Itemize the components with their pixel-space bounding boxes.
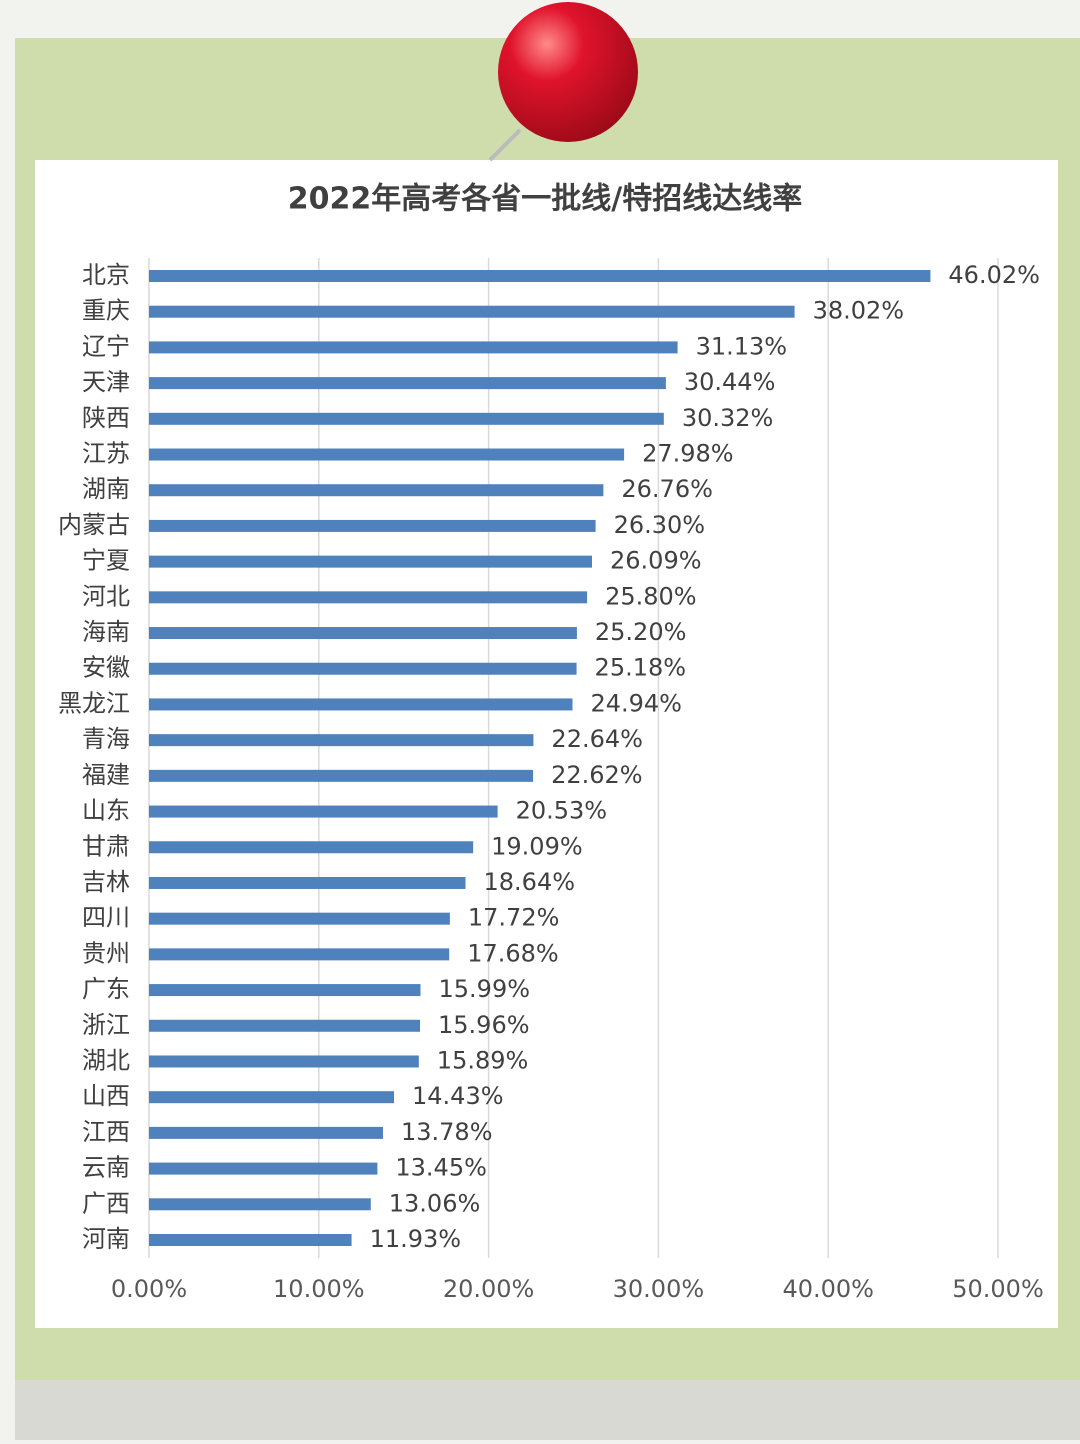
bar xyxy=(149,769,534,782)
bar xyxy=(149,698,573,711)
y-tick-label: 安徽 xyxy=(82,654,130,682)
value-label: 15.96% xyxy=(438,1011,530,1039)
y-tick-label: 浙江 xyxy=(82,1011,130,1039)
value-label: 22.64% xyxy=(551,725,643,753)
y-tick-label: 黑龙江 xyxy=(58,689,130,717)
y-tick-label: 福建 xyxy=(82,761,130,789)
y-tick-label: 辽宁 xyxy=(82,332,130,360)
bar xyxy=(149,377,666,390)
value-label: 17.72% xyxy=(468,904,560,932)
value-label: 26.09% xyxy=(610,547,702,575)
value-label: 15.89% xyxy=(437,1046,529,1074)
bar xyxy=(149,270,931,282)
y-tick-label: 天津 xyxy=(82,368,130,396)
value-label: 14.43% xyxy=(412,1082,504,1110)
value-label: 26.30% xyxy=(614,511,706,539)
value-label: 13.06% xyxy=(389,1189,481,1217)
value-label: 25.20% xyxy=(595,618,687,646)
value-label: 17.68% xyxy=(467,939,559,967)
bar xyxy=(149,1091,395,1104)
pin xyxy=(498,2,638,142)
value-label: 13.78% xyxy=(401,1118,493,1146)
bar xyxy=(149,1055,419,1068)
value-label: 11.93% xyxy=(370,1225,462,1253)
y-tick-label: 湖南 xyxy=(82,475,130,503)
board-shadow xyxy=(15,1380,1080,1440)
bar xyxy=(149,912,450,925)
y-tick-label: 江苏 xyxy=(82,440,130,468)
bar xyxy=(149,662,577,675)
x-tick-label: 20.00% xyxy=(443,1275,535,1303)
bar xyxy=(149,1234,352,1246)
bar xyxy=(149,448,625,461)
y-tick-label: 贵州 xyxy=(82,939,130,967)
y-tick-label: 甘肃 xyxy=(82,832,130,860)
y-tick-label: 宁夏 xyxy=(82,547,130,575)
y-tick-label: 四川 xyxy=(82,904,130,932)
value-label: 13.45% xyxy=(395,1154,487,1182)
bar xyxy=(149,984,421,997)
bar xyxy=(149,841,474,854)
bar xyxy=(149,1198,371,1211)
bar xyxy=(149,876,466,889)
y-tick-label: 广东 xyxy=(82,975,130,1003)
bar xyxy=(149,412,664,425)
bar xyxy=(149,519,596,532)
value-label: 30.32% xyxy=(682,404,774,432)
value-label: 18.64% xyxy=(484,868,576,896)
y-tick-label: 江西 xyxy=(82,1118,130,1146)
y-tick-label: 内蒙古 xyxy=(58,511,130,539)
bar xyxy=(149,1162,378,1175)
y-tick-label: 河北 xyxy=(82,582,130,610)
y-tick-label: 海南 xyxy=(82,618,130,646)
value-label: 25.80% xyxy=(605,582,697,610)
value-label: 22.62% xyxy=(551,761,643,789)
y-tick-label: 山西 xyxy=(82,1082,130,1110)
y-tick-label: 重庆 xyxy=(82,297,130,325)
bar xyxy=(149,1019,421,1032)
bar xyxy=(149,591,588,604)
x-tick-label: 0.00% xyxy=(111,1275,187,1303)
bar xyxy=(149,805,498,818)
value-label: 38.02% xyxy=(813,297,905,325)
bar xyxy=(149,1126,383,1139)
bar xyxy=(149,948,450,961)
bar xyxy=(149,341,678,354)
chart-title: 2022年高考各省一批线/特招线达线率 xyxy=(288,182,802,217)
value-label: 26.76% xyxy=(621,475,713,503)
y-tick-label: 陕西 xyxy=(82,404,130,432)
bar xyxy=(149,484,604,497)
bar xyxy=(149,555,593,568)
y-tick-label: 云南 xyxy=(82,1154,130,1182)
x-tick-label: 40.00% xyxy=(782,1275,874,1303)
value-label: 27.98% xyxy=(642,440,734,468)
x-tick-label: 10.00% xyxy=(273,1275,365,1303)
bar xyxy=(149,627,577,640)
value-label: 15.99% xyxy=(439,975,531,1003)
y-tick-label: 吉林 xyxy=(82,868,130,896)
value-label: 19.09% xyxy=(491,832,583,860)
value-label: 30.44% xyxy=(684,368,776,396)
bar xyxy=(149,305,795,318)
y-tick-label: 北京 xyxy=(82,261,130,289)
y-tick-label: 青海 xyxy=(82,725,130,753)
y-tick-label: 河南 xyxy=(82,1225,130,1253)
pin-needle xyxy=(488,128,522,162)
value-label: 20.53% xyxy=(516,797,608,825)
x-tick-label: 50.00% xyxy=(952,1275,1044,1303)
y-tick-label: 山东 xyxy=(82,797,130,825)
value-label: 31.13% xyxy=(696,332,788,360)
value-label: 24.94% xyxy=(590,689,682,717)
value-label: 46.02% xyxy=(948,261,1040,289)
bar xyxy=(149,734,534,747)
y-tick-label: 湖北 xyxy=(82,1046,130,1074)
y-tick-label: 广西 xyxy=(82,1189,130,1217)
x-tick-label: 30.00% xyxy=(613,1275,705,1303)
value-label: 25.18% xyxy=(595,654,687,682)
